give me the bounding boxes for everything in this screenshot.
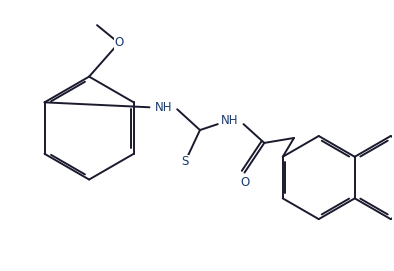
Text: NH: NH bbox=[221, 114, 238, 127]
Text: NH: NH bbox=[154, 101, 172, 114]
Text: S: S bbox=[181, 155, 189, 168]
Text: O: O bbox=[240, 176, 249, 189]
Text: O: O bbox=[114, 37, 123, 50]
